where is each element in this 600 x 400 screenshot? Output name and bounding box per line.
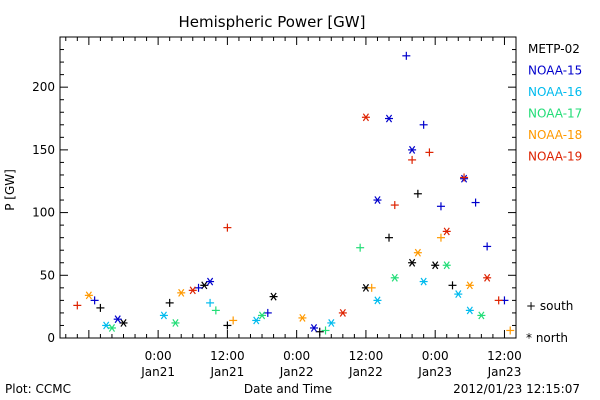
x-tick-label-time: 0:00 [145, 349, 172, 363]
data-point-north [465, 306, 474, 315]
data-point-north [454, 290, 463, 299]
data-point-north [390, 273, 399, 282]
x-tick-label-time: 12:00 [487, 349, 522, 363]
data-point-south [460, 173, 469, 182]
data-point-north [309, 324, 318, 332]
data-point-north [188, 286, 197, 295]
legend-entry: NOAA-15 [528, 64, 582, 78]
marker-legend-north: * north [526, 331, 568, 345]
data-point-south [315, 327, 324, 336]
y-tick-label: 200 [32, 80, 55, 94]
x-tick-label-date: Jan22 [348, 365, 383, 379]
data-point-north [107, 324, 116, 332]
x-tick-label-date: Jan23 [417, 365, 452, 379]
data-point-north [477, 311, 486, 320]
x-axis-label: Date and Time [244, 382, 332, 396]
marker-legend-south: + south [526, 299, 573, 313]
footer-timestamp: 2012/01/23 12:15:07 [453, 382, 580, 396]
data-point-south [229, 316, 238, 325]
data-point-south [419, 120, 428, 129]
data-point-south [494, 296, 503, 305]
data-point-south [165, 298, 174, 307]
data-point-north [373, 196, 382, 204]
data-point-north [431, 261, 440, 270]
data-point-south [471, 198, 480, 207]
data-point-north [298, 313, 307, 322]
data-point-north [269, 292, 278, 301]
data-point-north [338, 308, 347, 317]
plot-frame [59, 36, 517, 339]
data-point-north [327, 318, 336, 327]
data-point-south [413, 189, 422, 198]
legend-entry: NOAA-17 [528, 107, 582, 121]
x-tick-label-time: 0:00 [283, 349, 310, 363]
data-point-south [90, 296, 99, 305]
data-point-north [419, 277, 428, 286]
data-point-south [367, 283, 376, 292]
legend-entry: NOAA-16 [528, 85, 582, 99]
data-point-south [194, 283, 203, 292]
data-point-south [390, 201, 399, 210]
data-point-north [442, 261, 451, 270]
data-point-north [113, 315, 122, 324]
data-point-south [385, 233, 394, 242]
y-tick-label: 0 [47, 331, 55, 345]
data-point-north [385, 114, 394, 123]
data-point-south [223, 321, 232, 330]
x-tick-label-date: Jan21 [210, 365, 245, 379]
data-point-north [408, 145, 417, 154]
data-point-north [84, 291, 93, 300]
data-point-south [321, 326, 330, 335]
x-tick-label-date: Jan22 [279, 365, 314, 379]
data-point-south [506, 326, 515, 335]
data-point-south [425, 148, 434, 157]
data-point-north [206, 277, 215, 286]
legend-entry: NOAA-19 [528, 150, 582, 164]
data-point-south [436, 233, 445, 242]
footer-plot-credit: Plot: CCMC [5, 382, 71, 396]
chart-title: Hemispheric Power [GW] [179, 13, 366, 31]
x-tick-label-time: 0:00 [422, 349, 449, 363]
data-point-south [436, 202, 445, 211]
data-point-north [159, 311, 168, 320]
data-point-north [258, 311, 267, 320]
data-point-south [356, 243, 365, 252]
data-point-south [211, 306, 220, 315]
data-point-south [408, 155, 417, 164]
y-tick-label: 150 [32, 143, 55, 157]
y-tick-label: 100 [32, 206, 55, 220]
data-point-north [373, 296, 382, 305]
data-point-north [413, 248, 422, 257]
data-point-north [442, 227, 451, 236]
data-point-north [483, 273, 492, 282]
x-tick-label-date: Jan23 [487, 365, 522, 379]
data-point-south [263, 308, 272, 317]
data-point-south [402, 51, 411, 60]
data-point-south [483, 242, 492, 251]
x-tick-label-time: 12:00 [349, 349, 384, 363]
x-tick-label-date: Jan21 [140, 365, 175, 379]
data-point-north [408, 258, 417, 267]
data-point-south [96, 303, 105, 312]
data-point-north [119, 318, 128, 327]
data-point-north [171, 318, 180, 327]
y-tick-label: 50 [40, 268, 55, 282]
legend-entry: METP-02 [528, 42, 580, 56]
data-point-north [177, 288, 186, 297]
data-point-south [448, 281, 457, 290]
data-point-south [223, 223, 232, 232]
data-point-south [73, 301, 82, 310]
data-point-south [206, 298, 215, 307]
data-point-north [361, 113, 370, 122]
x-tick-label-time: 12:00 [210, 349, 245, 363]
data-point-north [200, 281, 209, 290]
data-point-north [465, 281, 474, 290]
data-point-north [102, 321, 111, 330]
legend-entry: NOAA-18 [528, 128, 582, 142]
data-point-north [252, 316, 261, 325]
y-axis-label: P [GW] [3, 169, 17, 211]
